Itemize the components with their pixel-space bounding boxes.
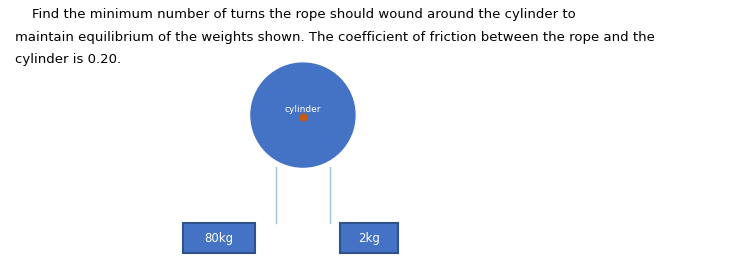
Circle shape xyxy=(251,63,355,167)
Text: 80kg: 80kg xyxy=(204,232,234,245)
FancyBboxPatch shape xyxy=(339,223,398,253)
Text: cylinder is 0.20.: cylinder is 0.20. xyxy=(15,53,120,66)
FancyBboxPatch shape xyxy=(183,223,255,253)
Text: 2kg: 2kg xyxy=(358,232,380,245)
Text: maintain equilibrium of the weights shown. The coefficient of friction between t: maintain equilibrium of the weights show… xyxy=(15,30,655,44)
Text: cylinder: cylinder xyxy=(285,105,321,114)
Text: Find the minimum number of turns the rope should wound around the cylinder to: Find the minimum number of turns the rop… xyxy=(15,8,575,21)
